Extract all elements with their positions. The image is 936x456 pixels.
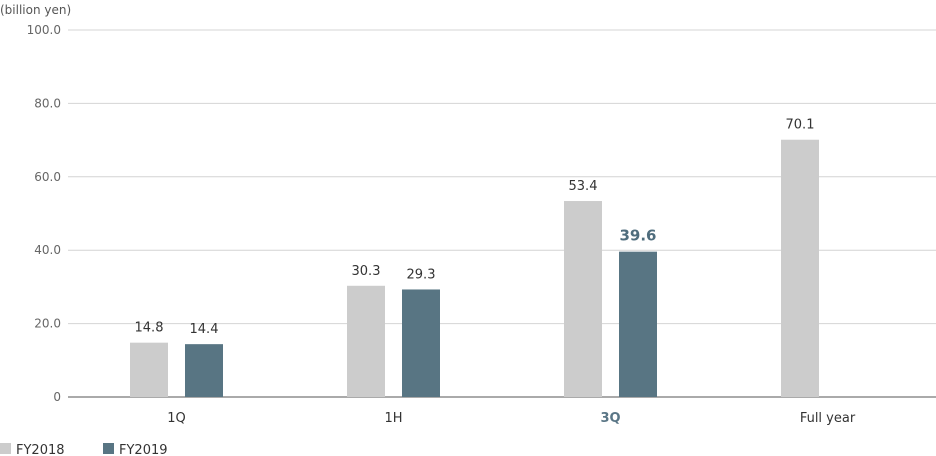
x-tick-label: 1H [384, 411, 402, 426]
bars [130, 139, 819, 397]
data-label: 29.3 [407, 267, 436, 282]
bar-fy2019-1h [402, 289, 440, 397]
legend-swatch [0, 443, 11, 454]
bar-fy2019-1q [185, 344, 223, 397]
x-tick-label: 1Q [167, 411, 186, 426]
y-tick-label: 60.0 [34, 170, 61, 184]
data-label: 70.1 [786, 118, 815, 133]
data-label: 14.8 [135, 321, 164, 336]
bar-fy2018-3q [564, 201, 602, 397]
legend-swatch [103, 443, 114, 454]
y-tick-label: 40.0 [34, 243, 61, 257]
data-label: 14.4 [190, 322, 219, 337]
data-label: 53.4 [569, 179, 598, 194]
legend: FY2018 FY2019 [0, 443, 168, 456]
value-labels: 14.8 14.4 30.3 29.3 53.4 39.6 70.1 [135, 118, 815, 337]
bar-fy2019-3q [619, 251, 657, 397]
x-tick-label: Full year [800, 411, 856, 426]
bar-fy2018-1q [130, 342, 168, 397]
y-tick-label: 100.0 [27, 23, 61, 37]
legend-label: FY2018 [16, 443, 65, 456]
x-axis-labels: 1Q 1H 3Q Full year [167, 411, 856, 426]
y-tick-label: 0 [53, 390, 61, 404]
data-label: 30.3 [352, 264, 381, 279]
bar-fy2018-1h [347, 285, 385, 397]
x-tick-label: 3Q [600, 411, 620, 426]
legend-label: FY2019 [119, 443, 168, 456]
y-axis-ticks: 0 20.0 40.0 60.0 80.0 100.0 [27, 23, 61, 404]
data-label: 39.6 [619, 227, 656, 245]
y-axis-unit-label: (billion yen) [0, 3, 71, 17]
y-tick-label: 80.0 [34, 96, 61, 110]
y-tick-label: 20.0 [34, 317, 61, 331]
bar-fy2018-full-year [781, 139, 819, 397]
